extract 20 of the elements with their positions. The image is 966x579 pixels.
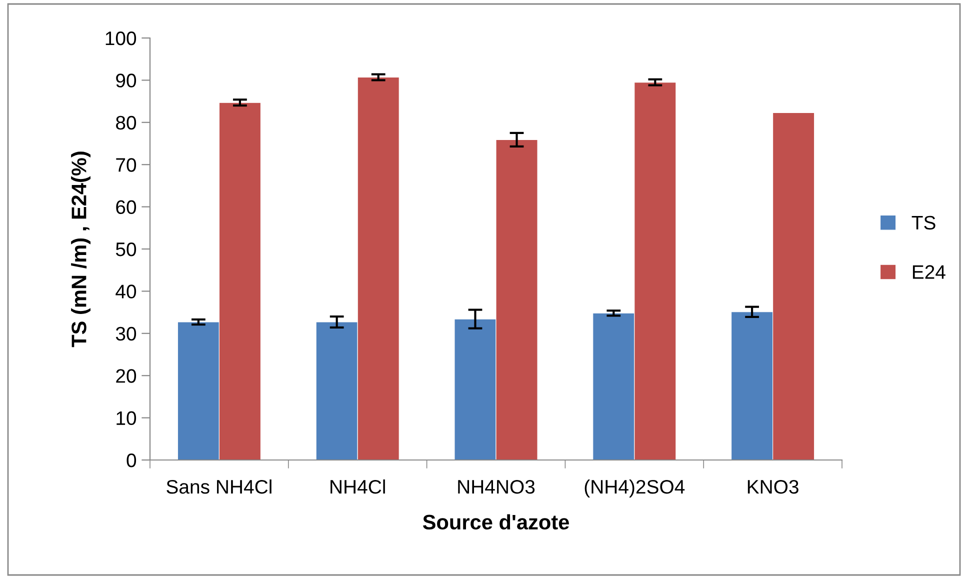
x-tick-label: (NH4)2SO4 [584, 479, 685, 498]
x-tick-label: NH4NO3 [458, 480, 535, 494]
legend-label: E24 [912, 265, 946, 279]
x-tick-label: KNO3 [748, 480, 798, 494]
x-tick-label: NH4Cl [330, 479, 385, 494]
y-tick-label: 90 [116, 74, 136, 88]
y-tick-label: 0 [126, 453, 136, 468]
x-axis-title: Source d'azote [422, 514, 569, 530]
y-tick-label: 50 [116, 242, 136, 256]
y-tick-label: 80 [116, 116, 136, 130]
x-tick-label: Sans NH4Cl [166, 479, 272, 494]
y-tick-label: 100 [106, 31, 136, 46]
y-tick-label: 10 [116, 411, 136, 426]
y-tick-label: 60 [116, 200, 136, 214]
legend-label: TS [912, 216, 936, 230]
y-tick-label: 70 [116, 158, 136, 172]
y-axis-title: TS (mN /m) , E24(%) [71, 152, 90, 348]
y-tick-label: 40 [116, 284, 136, 298]
y-tick-label: 30 [116, 326, 136, 341]
y-tick-label: 20 [116, 369, 136, 383]
